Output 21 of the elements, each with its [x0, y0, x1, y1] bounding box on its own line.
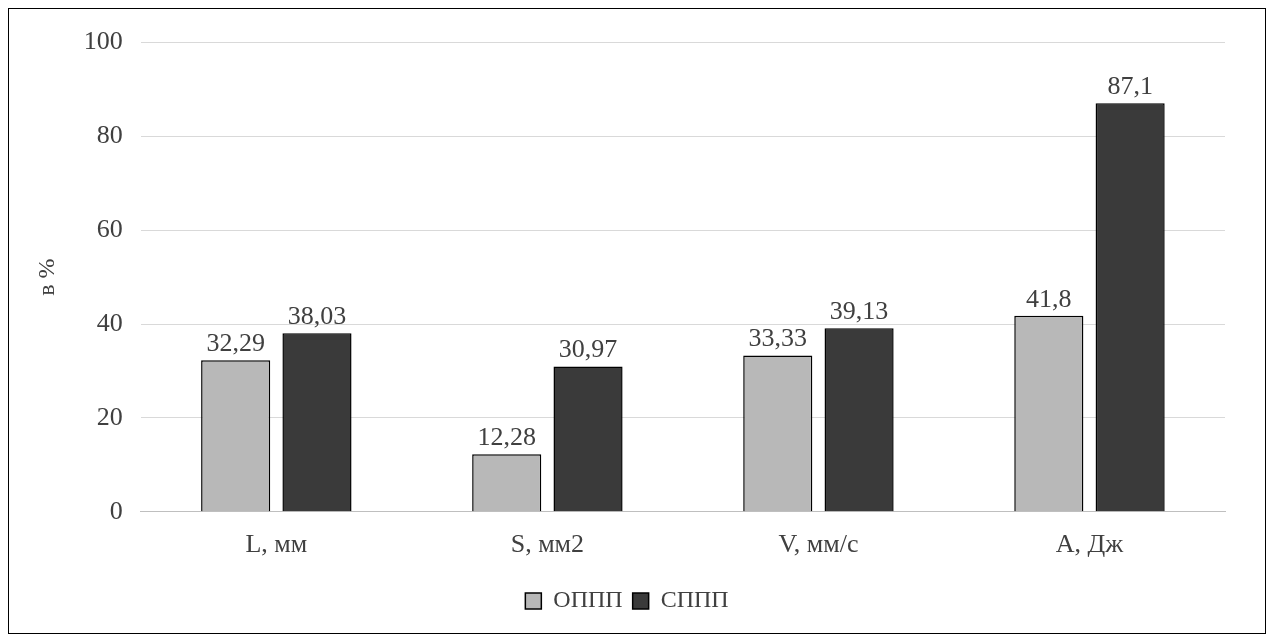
y-tick-label: 20: [96, 401, 123, 431]
legend-label: СППП: [660, 586, 729, 613]
data-label: 33,33: [748, 323, 808, 353]
y-tick-label: 0: [109, 495, 123, 525]
data-label: 87,1: [1107, 70, 1153, 100]
data-label: 30,97: [558, 334, 618, 364]
data-label: 38,03: [287, 301, 347, 331]
y-tick-label: 40: [96, 307, 123, 337]
data-label: 41,8: [1026, 283, 1072, 313]
y-axis-title: в %: [32, 258, 59, 296]
x-tick-label: L, мм: [245, 529, 308, 559]
legend-label: ОППП: [553, 586, 623, 613]
x-tick-label: A, Дж: [1055, 529, 1125, 559]
x-tick-label: S, мм2: [510, 529, 585, 559]
y-tick-label: 80: [96, 120, 123, 150]
data-label: 32,29: [206, 328, 265, 358]
y-tick-label: 100: [83, 26, 123, 56]
x-tick-label: V, мм/с: [778, 529, 859, 559]
data-label: 39,13: [829, 296, 889, 326]
y-tick-label: 60: [96, 214, 123, 244]
data-label: 12,28: [477, 422, 536, 452]
